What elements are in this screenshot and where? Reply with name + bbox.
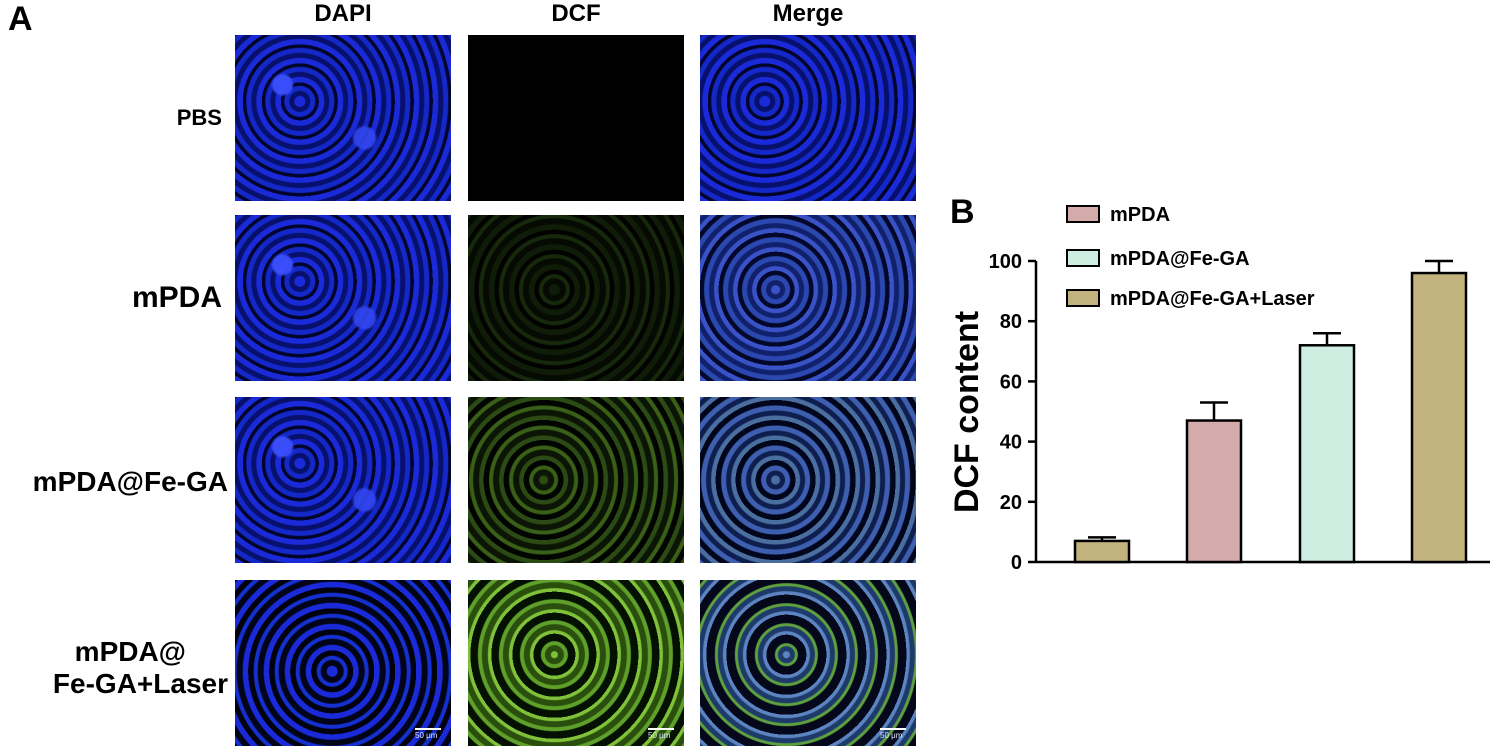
legend: mPDA mPDA@Fe-GA mPDA@Fe-GA+Laser [1066, 204, 1315, 310]
image-mpda-merge [700, 215, 916, 381]
column-header-dcf: DCF [551, 0, 601, 27]
bar [1073, 539, 1131, 564]
column-header-merge: Merge [772, 0, 844, 27]
row-label-pbs: PBS [0, 105, 222, 130]
column-header-dapi: DAPI [314, 0, 372, 27]
image-mpda-fe-ga-merge [700, 397, 916, 563]
y-tick-label: 40 [1000, 432, 1022, 454]
y-axis-label: DCF content [948, 311, 986, 513]
image-pbs-dapi [235, 35, 451, 201]
y-tick-label: 80 [1000, 311, 1022, 333]
panel-a-letter: A [8, 0, 33, 38]
legend-swatch-mpda-fe-ga [1066, 249, 1100, 267]
legend-swatch-mpda [1066, 205, 1100, 223]
row-label-line: mPDA@Fe-GA [32, 466, 228, 497]
legend-swatch-mpda-fe-ga-laser [1066, 289, 1100, 307]
legend-label-mpda-fe-ga-laser: mPDA@Fe-GA+Laser [1110, 288, 1315, 310]
y-tick-label: 0 [1011, 552, 1022, 574]
legend-label-mpda-fe-ga: mPDA@Fe-GA [1110, 248, 1250, 270]
legend-label-mpda: mPDA [1110, 204, 1170, 226]
image-pbs-merge [700, 35, 916, 201]
bars [1073, 259, 1468, 564]
bar [1410, 271, 1468, 564]
image-pbs-dcf [468, 35, 684, 201]
bar [1185, 419, 1243, 564]
row-label-mpda: mPDA [0, 281, 222, 316]
image-mpda-dapi [235, 215, 451, 381]
y-ticks: 0 20 40 60 80 100 [989, 251, 1036, 574]
scale-bar: 50 μm [415, 728, 441, 740]
row-label-mpda-fe-ga: mPDA@Fe-GA [0, 466, 228, 498]
image-laser-merge: 50 μm [700, 580, 916, 746]
image-laser-dapi: 50 μm [235, 580, 451, 746]
y-tick-label: 60 [1000, 371, 1022, 393]
image-mpda-fe-ga-dcf [468, 397, 684, 563]
scale-bar: 50 μm [880, 728, 906, 740]
row-label-line: Fe-GA+Laser [52, 668, 228, 700]
panel-b-letter: B [950, 193, 975, 231]
image-laser-dcf: 50 μm [468, 580, 684, 746]
row-label-mpda-fe-ga-laser: mPDA@ Fe-GA+Laser [0, 636, 228, 700]
scale-bar: 50 μm [648, 728, 674, 740]
row-label-line: mPDA [131, 281, 222, 314]
row-label-line: PBS [176, 105, 222, 130]
y-tick-label: 20 [1000, 492, 1022, 514]
row-label-line: mPDA@ [74, 636, 186, 667]
image-mpda-dcf [468, 215, 684, 381]
bar [1298, 344, 1356, 564]
image-mpda-fe-ga-dapi [235, 397, 451, 563]
y-tick-label: 100 [989, 251, 1022, 273]
